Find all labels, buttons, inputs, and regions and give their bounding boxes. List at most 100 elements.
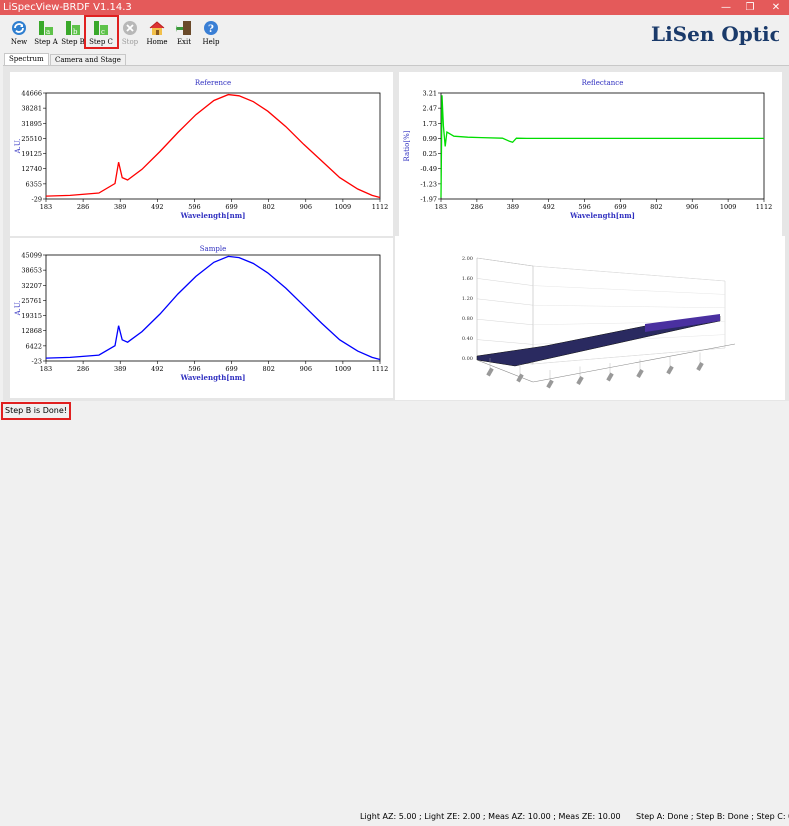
grid-line [532,305,726,308]
x-tick-label: 596 [188,365,200,373]
step-a-button[interactable]: a Step A [33,19,59,51]
y-tick-label: 6422 [25,342,42,350]
x-tick-label: 1009 [335,203,352,211]
x-tick-label: 596 [188,203,200,211]
y-tick-label: 32207 [21,282,42,290]
y-tick-label: 0.99 [423,135,437,143]
grid-line [532,347,726,365]
x-tick-label: 492 [542,203,554,211]
new-button[interactable]: New [6,19,32,51]
tab-camera-and-stage[interactable]: Camera and Stage [50,54,126,66]
spectrum-tab-content: Reference 44666 38281 31895 25510 19125 12740 6… [3,65,789,401]
z-tick-label: 1.20 [462,296,473,302]
step-a-label: Step A [34,38,58,46]
tab-spectrum[interactable]: Spectrum [4,53,49,67]
z-tick-label: 2.00 [462,256,473,262]
x-tick-label: 906 [300,365,312,373]
stop-button[interactable]: Stop [117,19,143,51]
exit-label: Exit [176,38,192,46]
status-steps: Step A: Done ; Step B: Done ; Step C: 0 … [636,812,789,821]
x-tick-label: 286 [77,365,89,373]
y-tick-label: 25761 [21,297,42,305]
chart-title: Reflectance [582,79,624,87]
svg-text:c: c [101,28,105,36]
new-label: New [10,38,28,46]
step-b-button[interactable]: b Step B [60,19,86,51]
home-icon [149,21,165,35]
minimize-button[interactable]: — [721,2,731,13]
y-tick-label: 38653 [21,267,42,275]
x-tick-label-mark [666,365,674,375]
y-tick-label: -23 [32,358,42,366]
brdf-surface-edge [645,314,720,332]
stop-label: Stop [121,38,139,46]
x-tick-label: 1112 [372,365,389,373]
x-tick-label: 286 [77,203,89,211]
x-tick-label-mark [546,379,554,389]
x-tick-label: 492 [151,203,163,211]
chart-title: Reference [195,79,231,87]
series-line [440,95,764,198]
y-tick-label: 1.73 [423,120,437,128]
y-axis-label: A.U. [14,139,22,155]
logo-text: LiSen Optics [651,22,779,46]
z-tick-label: 0.40 [462,336,473,342]
step-b-label: Step B [61,38,85,46]
brdf-3d-plot: 2.00 1.60 1.20 0.80 0.40 0.00 [462,256,736,389]
x-tick-label-mark [486,367,494,377]
x-tick-label-mark [576,376,584,385]
grid-line [476,278,534,286]
reflectance-chart: Reflectance 3.21 2.47 1.73 0.99 0.25 -0.49 -1.2… [403,79,772,220]
y-tick-label: 12868 [21,327,42,335]
grid-line [476,319,534,325]
tab-bar: Spectrum Camera and Stage [0,52,789,67]
back-wall [476,257,534,365]
y-tick-label: 31895 [21,120,42,128]
sample-panel: Sample 45099 38653 32207 25761 19315 12868 6422… [10,238,393,398]
y-tick-label: 6355 [25,180,42,188]
status-message: Step B is Done! [1,402,71,420]
step-c-button[interactable]: c Step C [88,19,114,51]
toolbar: New a Step A b Step B c Step C Stop [0,15,789,52]
lisen-optics-logo: LiSen Optics [651,22,779,46]
x-tick-label: 802 [262,365,274,373]
svg-text:?: ? [208,24,214,35]
help-button[interactable]: ? Help [198,19,224,51]
x-tick-label: 906 [300,203,312,211]
x-tick-label: 802 [262,203,274,211]
x-tick-label-mark [636,369,644,378]
plot-frame [440,92,765,200]
x-tick-label: 906 [686,203,698,211]
maximize-button[interactable]: ❐ [745,2,755,13]
y-axis-label: Ratio[%] [403,130,411,161]
svg-text:a: a [46,28,50,36]
exit-button[interactable]: Exit [171,19,197,51]
x-tick-label-mark [696,362,704,371]
x-tick-label: 699 [225,203,237,211]
x-tick-label: 699 [225,365,237,373]
svg-text:b: b [73,28,78,36]
chart-title: Sample [200,245,226,253]
sample-chart: Sample 45099 38653 32207 25761 19315 12868 6422… [14,245,389,382]
step-c-label: Step C [89,38,113,46]
plot-frame [45,254,381,362]
reference-chart: Reference 44666 38281 31895 25510 19125 12740 6… [14,79,388,220]
stop-icon [123,21,137,35]
home-button[interactable]: Home [144,19,170,51]
y-tick-label: 12740 [21,165,42,173]
close-button[interactable]: ✕ [771,2,781,13]
y-tick-label: 19125 [21,150,42,158]
window-title: LiSpecView-BRDF V1.14.3 [3,2,132,13]
step-a-icon: a [39,21,53,36]
y-tick-label: 45099 [21,252,42,260]
x-tick-label: 1009 [335,365,352,373]
y-tick-label: 19315 [21,312,42,320]
z-tick-label: 0.00 [462,356,473,362]
y-tick-label: -1.97 [420,196,437,204]
grid-line [532,265,726,282]
x-tick-label: 389 [507,203,519,211]
grid-line [476,298,534,306]
x-tick-label: 389 [114,365,126,373]
reference-panel: Reference 44666 38281 31895 25510 19125 12740 6… [10,72,393,236]
grid-line [476,257,534,267]
